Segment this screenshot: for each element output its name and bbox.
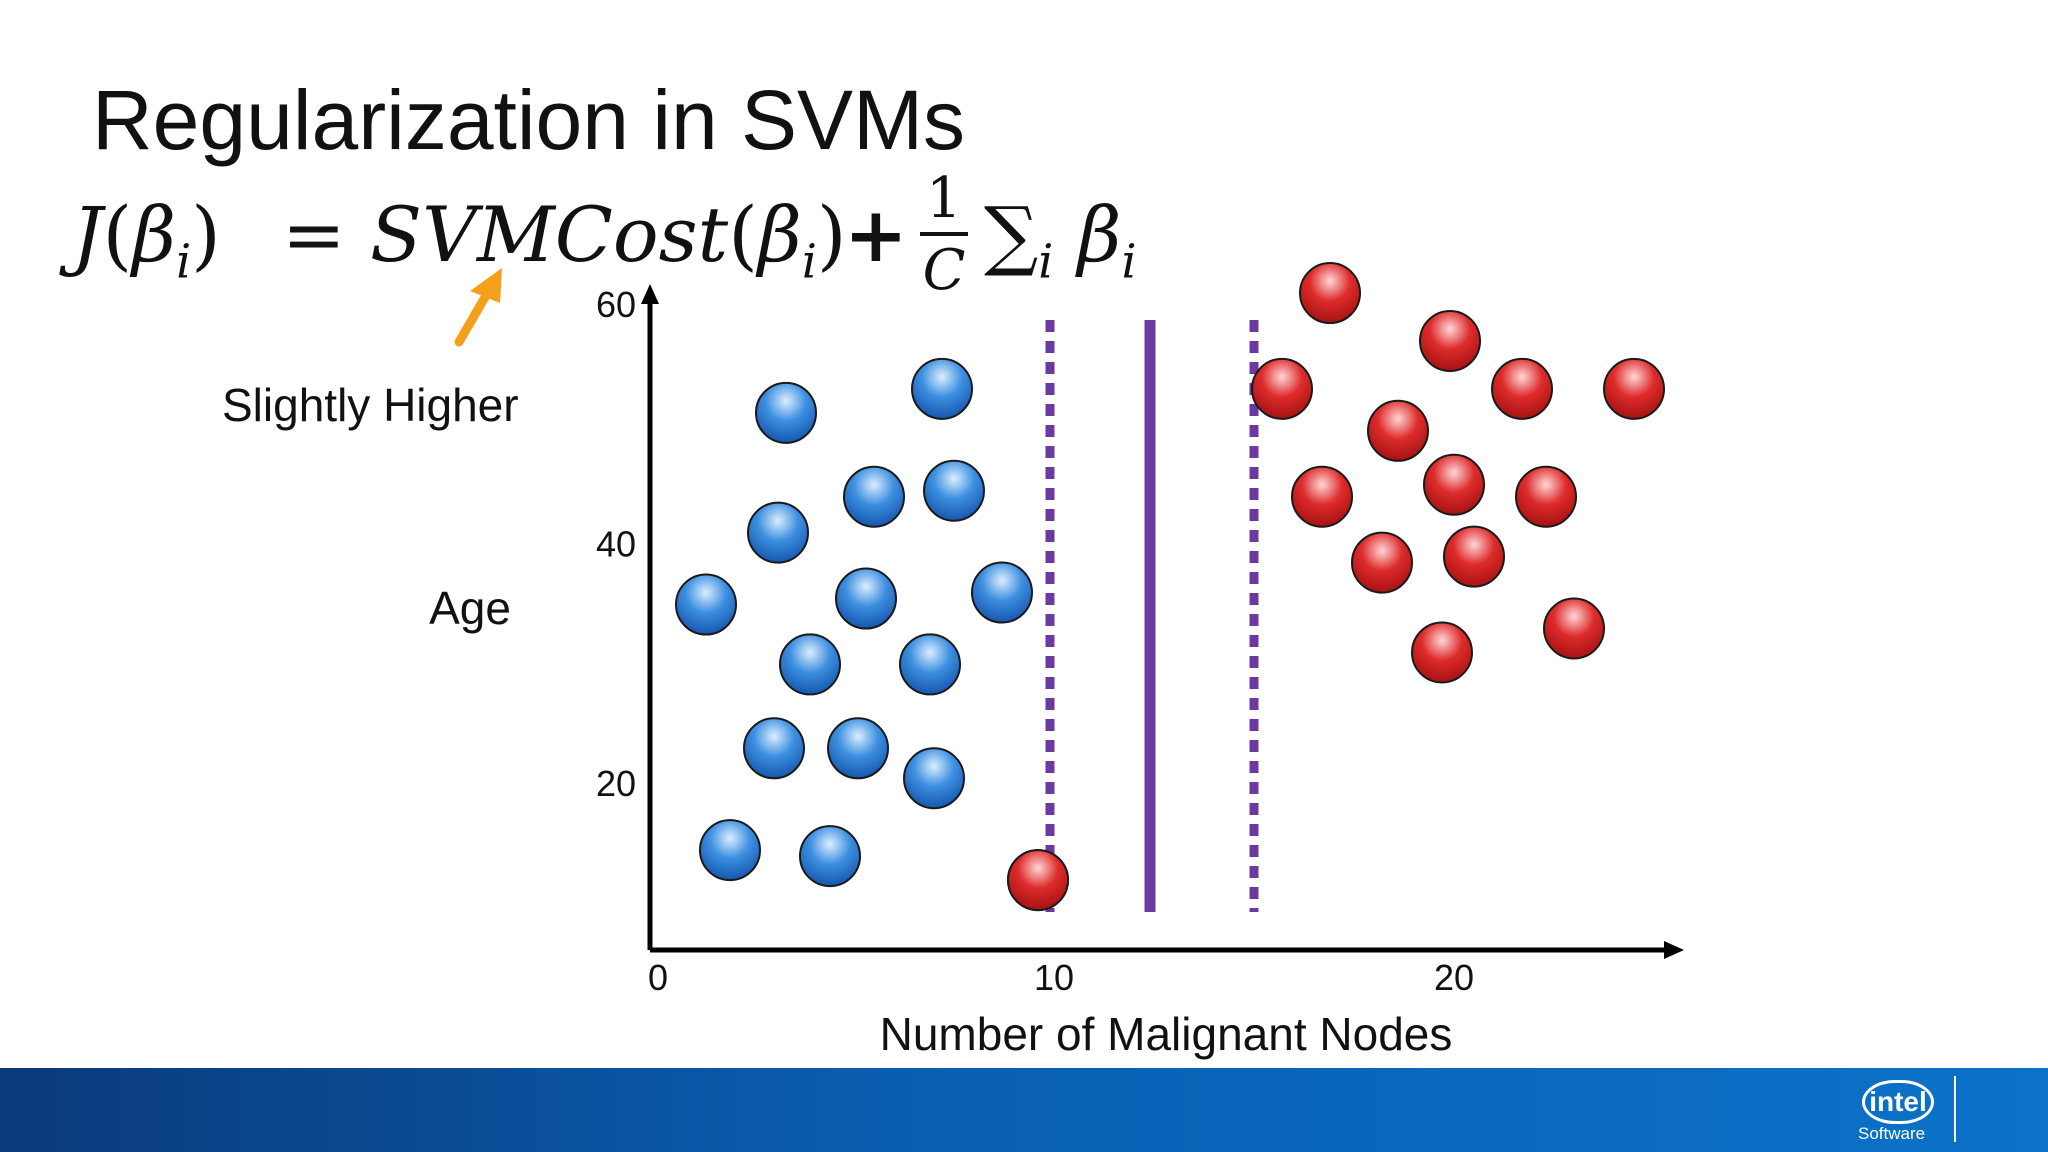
data-point-red	[1423, 453, 1485, 516]
data-point-blue	[903, 747, 965, 810]
intel-logo: intel	[1862, 1080, 1934, 1124]
data-point-blue	[971, 561, 1033, 624]
fraction-denominator: C	[922, 238, 966, 303]
footer-divider	[1954, 1076, 1956, 1142]
formula-sum-term: ∑i βi	[984, 190, 1137, 290]
data-points	[675, 262, 1665, 912]
annotation-slightly-higher: Slightly Higher	[222, 379, 519, 431]
x-tick-label: 10	[1034, 957, 1074, 998]
axis-ticks: 0 10 20 20 40 60	[596, 284, 1474, 998]
data-point-red	[1419, 309, 1481, 372]
data-point-blue	[743, 717, 805, 780]
data-point-blue	[779, 633, 841, 696]
data-point-blue	[899, 633, 961, 696]
data-point-red	[1443, 525, 1505, 588]
data-point-blue	[827, 717, 889, 780]
y-tick-label: 20	[596, 763, 636, 804]
formula-lhs: J(βi)	[72, 190, 221, 290]
data-point-red	[1007, 849, 1069, 912]
footer-bar	[0, 1068, 2048, 1152]
x-axis-label: Number of Malignant Nodes	[880, 1008, 1453, 1060]
x-tick-label: 0	[648, 957, 668, 998]
formula-cost-term: SVMCost(βi)	[370, 190, 847, 290]
data-point-blue	[755, 381, 817, 444]
y-axis-arrowhead	[641, 284, 659, 304]
formula-plus: +	[844, 190, 908, 279]
chart-axes	[641, 284, 1684, 959]
y-axis-label: Age	[429, 582, 511, 634]
data-point-blue	[747, 501, 809, 564]
data-point-red	[1291, 465, 1353, 528]
data-point-red	[1251, 357, 1313, 420]
y-tick-label: 60	[596, 284, 636, 325]
data-point-blue	[675, 573, 737, 636]
decision-boundaries	[1045, 320, 1259, 912]
data-point-red	[1515, 465, 1577, 528]
data-point-red	[1351, 531, 1413, 594]
data-point-blue	[835, 567, 897, 630]
formula-fraction: 1 C	[914, 168, 974, 304]
logo-subtext: Software	[1858, 1124, 1926, 1143]
data-point-blue	[911, 357, 973, 420]
data-point-blue	[923, 459, 985, 522]
formula-equals: =	[282, 190, 346, 279]
data-point-red	[1603, 357, 1665, 420]
data-point-red	[1491, 357, 1553, 420]
data-point-red	[1543, 597, 1605, 660]
data-point-red	[1299, 262, 1361, 325]
data-point-blue	[799, 825, 861, 888]
fraction-bar	[920, 232, 968, 236]
slide-title: Regularization in SVMs	[92, 73, 966, 167]
y-tick-label: 40	[596, 524, 636, 565]
x-axis-arrowhead	[1664, 941, 1684, 959]
annotation-arrow	[454, 268, 502, 347]
data-point-red	[1367, 399, 1429, 462]
fraction-numerator: 1	[926, 166, 962, 231]
data-point-red	[1411, 621, 1473, 684]
data-point-blue	[699, 819, 761, 882]
data-point-blue	[843, 465, 905, 528]
x-tick-label: 20	[1434, 957, 1474, 998]
